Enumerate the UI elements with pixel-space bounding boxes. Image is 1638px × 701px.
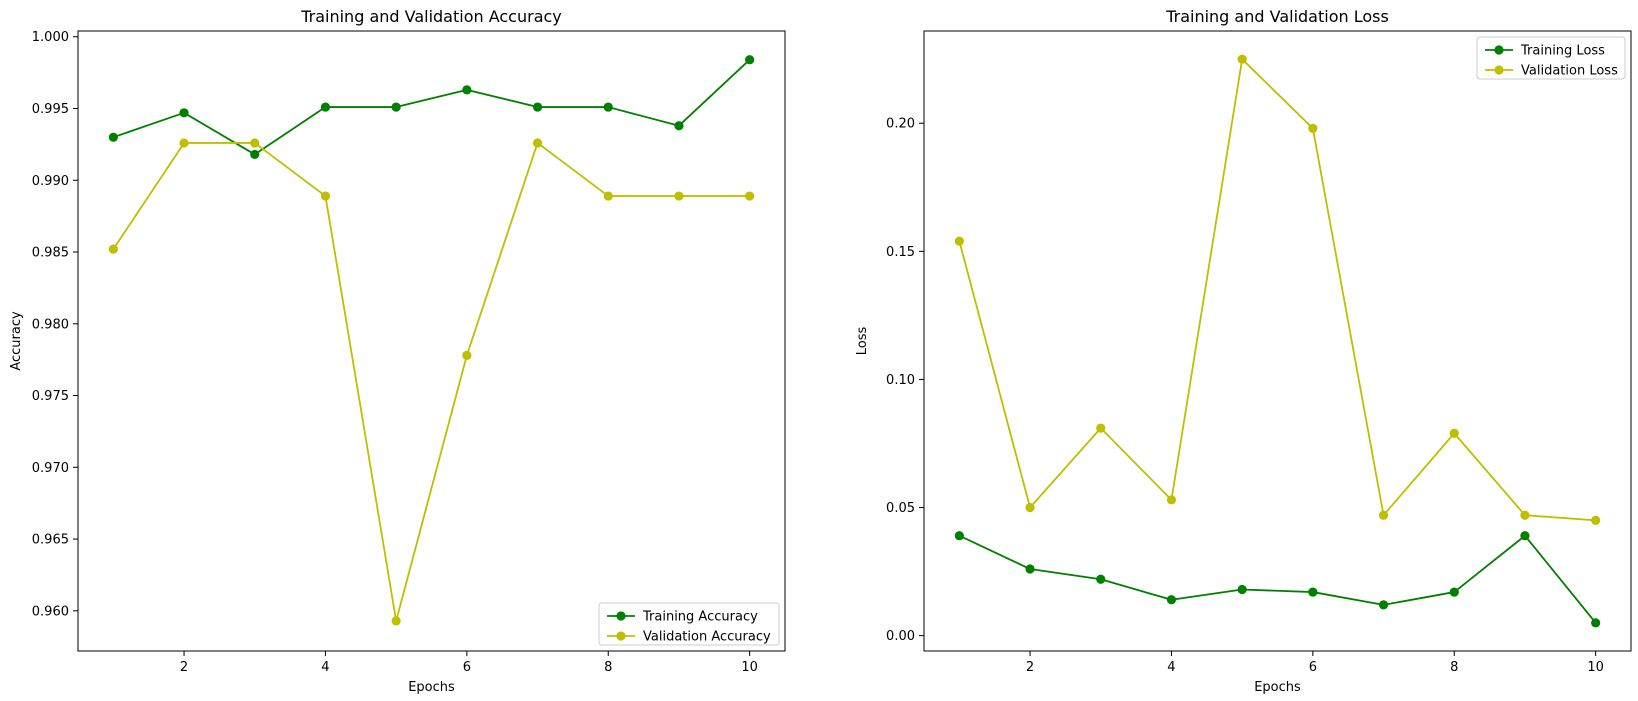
data-point <box>1096 423 1106 433</box>
data-point <box>1449 587 1459 597</box>
x-tick-label: 6 <box>463 660 471 675</box>
data-point <box>320 191 331 201</box>
legend-label: Training Accuracy <box>642 610 758 625</box>
legend-label: Validation Accuracy <box>643 630 771 645</box>
y-tick-label: 0.20 <box>886 117 915 132</box>
x-tick-label: 8 <box>604 660 612 675</box>
data-point <box>1237 584 1247 595</box>
x-tick-label: 4 <box>1167 660 1175 675</box>
legend-box <box>1476 36 1626 80</box>
data-point <box>954 236 964 246</box>
x-axis-label: Epochs <box>1254 680 1301 695</box>
series-line-validation-accuracy <box>112 142 750 622</box>
legend-marker <box>1494 45 1504 55</box>
data-point <box>1237 54 1247 64</box>
data-point <box>1520 510 1530 520</box>
x-tick-label: 8 <box>1450 660 1458 675</box>
x-tick-label: 10 <box>1587 660 1604 675</box>
y-tick-label: 0.965 <box>32 533 69 548</box>
series-line-validation-loss <box>958 58 1596 522</box>
chart-title: Training and Validation Accuracy <box>300 7 562 26</box>
y-tick-label: 0.00 <box>886 629 915 644</box>
data-point <box>1308 123 1318 133</box>
series-line-training-loss <box>958 534 1597 624</box>
y-tick-label: 0.985 <box>32 246 69 261</box>
data-point <box>391 616 401 626</box>
legend: Training Loss Validation Loss <box>1476 36 1626 80</box>
data-point <box>1308 587 1318 597</box>
y-tick-label: 0.05 <box>886 501 915 516</box>
data-point <box>674 121 684 131</box>
data-point <box>462 85 472 95</box>
x-tick-label: 2 <box>1026 660 1034 675</box>
data-point <box>745 55 755 65</box>
y-tick-label: 0.15 <box>886 245 915 260</box>
y-axis-label: Accuracy <box>9 311 24 371</box>
legend-label: Training Loss <box>1520 44 1605 59</box>
data-point <box>745 191 755 201</box>
chart-title: Training and Validation Loss <box>1165 7 1389 26</box>
plot-area-frame <box>923 30 1632 652</box>
data-point <box>674 191 684 201</box>
legend-marker <box>616 611 626 621</box>
y-tick-label: 0.970 <box>32 461 69 476</box>
data-point <box>1520 531 1530 541</box>
data-point <box>391 102 401 112</box>
x-axis-label: Epochs <box>408 680 455 695</box>
data-point <box>1591 618 1601 628</box>
data-point <box>1166 495 1177 505</box>
data-point <box>1166 595 1177 605</box>
legend: Training Accuracy Validation Accuracy <box>598 602 780 646</box>
x-tick-label: 10 <box>741 660 758 675</box>
series-line-training-accuracy <box>113 59 751 156</box>
data-point <box>603 191 613 201</box>
data-point <box>250 149 260 160</box>
data-point <box>1378 600 1389 610</box>
chart-panel-2: Training and Validation Loss 2 4 6 8 10 0.00 0.… <box>855 7 1632 695</box>
data-point <box>1096 574 1106 584</box>
legend-marker <box>1494 65 1504 75</box>
plot-area-frame <box>77 30 786 652</box>
y-tick-label: 0.960 <box>32 604 69 619</box>
data-point <box>250 138 260 148</box>
data-point <box>532 138 543 148</box>
y-tick-label: 0.995 <box>32 102 69 117</box>
y-axis-label: Loss <box>855 327 870 356</box>
data-point <box>1025 502 1035 513</box>
data-point <box>954 531 964 541</box>
data-point <box>1591 515 1601 525</box>
y-tick-label: 0.990 <box>32 174 69 189</box>
y-tick-label: 0.975 <box>32 389 69 404</box>
y-tick-label: 0.10 <box>886 373 915 388</box>
chart-panel-1: Training and Validation Accuracy 2 4 6 8 10 0.… <box>9 7 786 695</box>
data-point <box>179 108 189 118</box>
y-tick-label: 0.980 <box>32 317 69 332</box>
data-point <box>108 244 118 254</box>
legend-marker <box>616 631 626 641</box>
data-point <box>320 102 331 112</box>
legend-label: Validation Loss <box>1521 64 1618 79</box>
x-tick-label: 6 <box>1309 660 1317 675</box>
data-point <box>179 138 189 148</box>
data-point <box>603 102 613 112</box>
data-point <box>532 102 543 112</box>
legend-box <box>598 602 780 646</box>
x-tick-label: 2 <box>180 660 188 675</box>
y-tick-label: 1.000 <box>32 30 69 45</box>
data-point <box>1378 510 1389 520</box>
x-tick-label: 4 <box>321 660 329 675</box>
data-point <box>462 350 472 360</box>
data-point <box>108 132 118 142</box>
data-point <box>1449 428 1459 438</box>
data-point <box>1025 564 1035 574</box>
